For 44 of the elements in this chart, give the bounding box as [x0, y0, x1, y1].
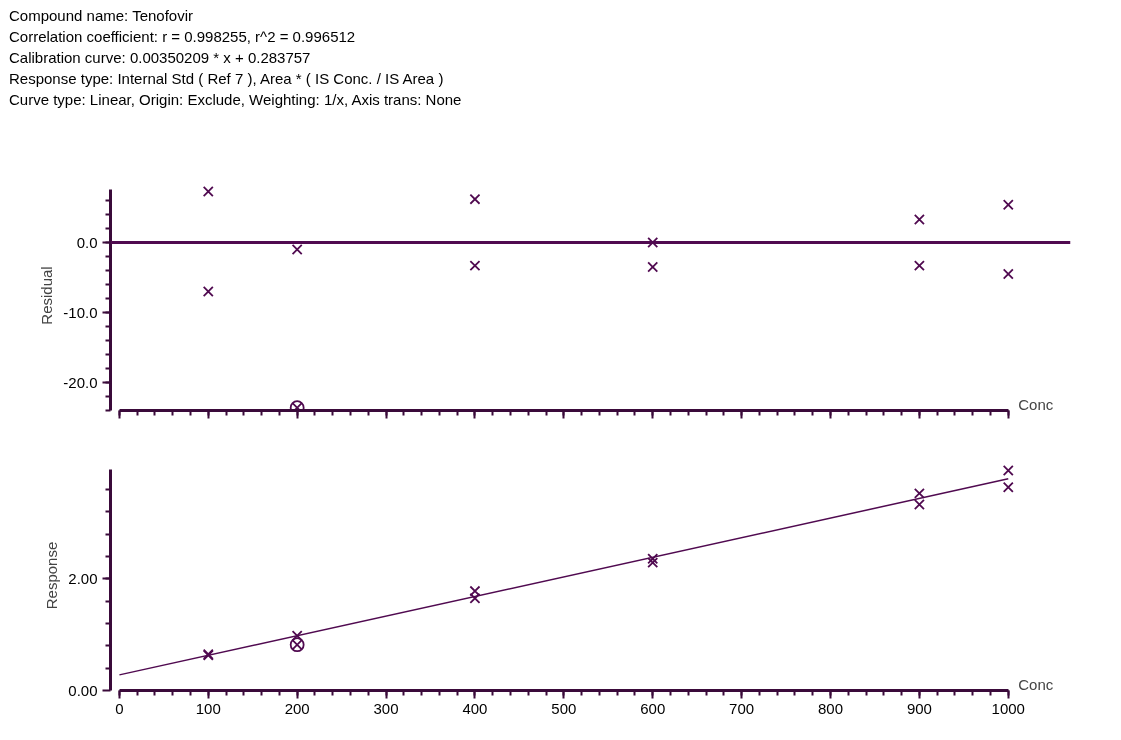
point [913, 213, 925, 225]
y-tick-label: 2.00 [68, 569, 98, 587]
point [202, 185, 214, 197]
point [647, 261, 659, 273]
x-axis-title: Conc [1018, 675, 1054, 693]
x-tick-label: 900 [906, 699, 932, 717]
text: Response type: Internal Std ( Ref 7 ), Area * ( IS Conc. / IS Area ) [9, 69, 445, 89]
x-tick-label: 100 [195, 699, 221, 717]
point [469, 585, 481, 597]
x-tick-label: 500 [551, 699, 577, 717]
point [647, 237, 659, 249]
x-tick-label: 600 [640, 699, 666, 717]
point [913, 260, 925, 272]
x-tick-label: 400 [462, 699, 488, 717]
y-tick-label: -10.0 [63, 303, 98, 321]
point [647, 553, 659, 565]
x-tick-label: 700 [729, 699, 755, 717]
x-tick-label: 300 [373, 699, 399, 717]
x-tick-label: 800 [817, 699, 844, 717]
text: Correlation coefficient: r = 0.998255, r^2 = 0.996512 [9, 27, 357, 47]
point [291, 244, 303, 256]
point [1002, 268, 1014, 280]
point [469, 260, 481, 272]
text: Curve type: Linear, Origin: Exclude, Weighting: 1/x, Axis trans: None [9, 90, 462, 110]
y-tick-label: 0.0 [76, 233, 98, 251]
y-tick-label: 0.00 [68, 681, 98, 699]
x-tick-label: 1000 [991, 699, 1025, 717]
x-tick-label: 0 [115, 699, 124, 717]
x-axis-title: Conc [1018, 395, 1054, 413]
y-axis-title: Response [43, 541, 61, 610]
point [1002, 481, 1014, 493]
point [913, 499, 925, 511]
point [202, 286, 214, 298]
text: Calibration curve: 0.00350209 * x + 0.283757 [9, 48, 312, 68]
point [1002, 464, 1014, 476]
point [469, 193, 481, 205]
y-tick-label: -20.0 [63, 373, 98, 391]
y-axis-title: Residual [38, 266, 56, 325]
point [469, 592, 481, 604]
point [1002, 199, 1014, 211]
text: Compound name: Tenofovir [9, 6, 194, 26]
x-tick-label: 200 [284, 699, 310, 717]
point [913, 487, 925, 499]
point [647, 557, 659, 569]
